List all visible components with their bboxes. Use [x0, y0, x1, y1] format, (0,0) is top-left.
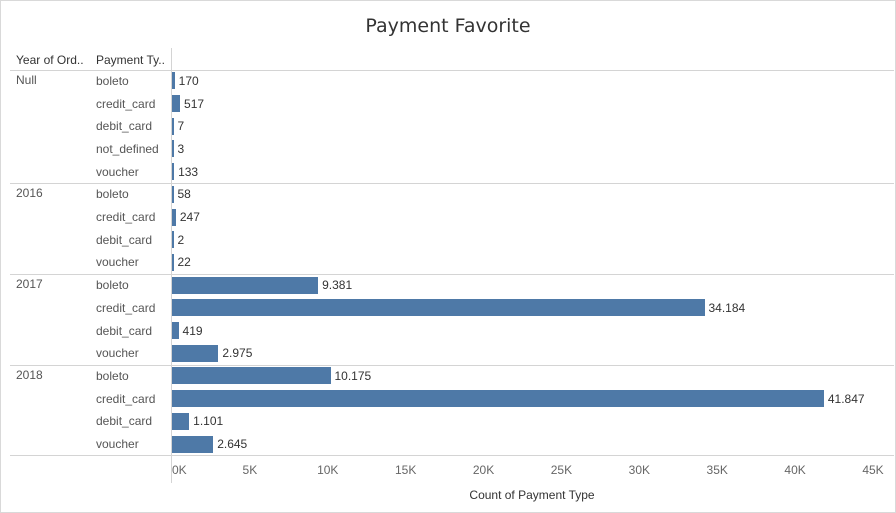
- x-tick-label: 45K: [862, 463, 884, 477]
- category-label[interactable]: credit_card: [96, 391, 156, 406]
- bar[interactable]: [172, 140, 174, 158]
- category-label[interactable]: credit_card: [96, 210, 156, 225]
- data-label: 170: [178, 73, 199, 88]
- x-tick-label: 10K: [317, 463, 339, 477]
- header-separator: [10, 69, 894, 71]
- category-label[interactable]: voucher: [96, 164, 139, 179]
- data-label: 58: [177, 187, 191, 202]
- bar[interactable]: [172, 231, 174, 249]
- x-tick-label: 35K: [706, 463, 728, 477]
- category-label[interactable]: credit_card: [96, 300, 156, 315]
- bar[interactable]: [172, 390, 824, 408]
- group-separator: [10, 183, 894, 184]
- data-label: 1.101: [193, 414, 224, 429]
- category-label[interactable]: boleto: [96, 278, 129, 293]
- value-axis-line: [171, 48, 172, 483]
- bar[interactable]: [172, 185, 174, 203]
- data-label: 9.381: [322, 278, 353, 293]
- data-label: 2.975: [222, 346, 253, 361]
- x-tick-label: 5K: [242, 463, 258, 477]
- group-separator: [10, 273, 894, 275]
- bar[interactable]: [172, 208, 176, 226]
- data-label: 2: [177, 232, 185, 247]
- bar[interactable]: [172, 412, 190, 430]
- data-label: 2.645: [217, 437, 248, 452]
- category-label[interactable]: boleto: [96, 368, 129, 383]
- row-header-payment-type[interactable]: Payment Ty..: [96, 53, 165, 67]
- data-label: 3: [177, 141, 185, 156]
- x-tick-label: 20K: [472, 463, 495, 477]
- data-label: 22: [177, 255, 191, 270]
- data-label: 133: [178, 164, 199, 179]
- bar[interactable]: [172, 72, 175, 90]
- category-label[interactable]: voucher: [96, 437, 139, 452]
- bar[interactable]: [172, 435, 214, 453]
- x-tick-label: 40K: [784, 463, 806, 477]
- bar[interactable]: [172, 367, 331, 385]
- category-label[interactable]: debit_card: [96, 232, 153, 247]
- group-label-2016[interactable]: 2016: [16, 186, 43, 200]
- x-tick-label: 0K: [172, 463, 187, 477]
- data-label: 7: [177, 119, 185, 134]
- x-tick-label: 15K: [394, 463, 417, 477]
- data-label: 419: [182, 323, 203, 338]
- row-header-year[interactable]: Year of Ord..: [16, 53, 84, 67]
- bar[interactable]: [172, 253, 174, 271]
- data-label: 41.847: [827, 391, 865, 406]
- x-tick-label: 25K: [550, 463, 573, 477]
- bar[interactable]: [172, 95, 181, 113]
- category-label[interactable]: voucher: [96, 346, 139, 361]
- group-label-2017[interactable]: 2017: [16, 276, 43, 291]
- chart-title: Payment Favorite: [365, 15, 531, 37]
- bar[interactable]: [172, 322, 179, 340]
- category-label[interactable]: debit_card: [96, 119, 153, 134]
- category-label[interactable]: boleto: [96, 187, 129, 202]
- group-separator: [10, 364, 894, 366]
- data-label: 517: [184, 96, 205, 111]
- group-label-2018[interactable]: 2018: [16, 367, 43, 382]
- category-label[interactable]: credit_card: [96, 96, 156, 111]
- category-label[interactable]: debit_card: [96, 414, 153, 429]
- category-label[interactable]: voucher: [96, 255, 139, 270]
- bar[interactable]: [172, 299, 705, 317]
- x-tick-label: 30K: [628, 463, 651, 477]
- category-label[interactable]: not_defined: [96, 141, 159, 156]
- data-label: 10.175: [334, 368, 372, 383]
- data-label: 34.184: [708, 300, 746, 315]
- bar[interactable]: [172, 117, 174, 135]
- category-label[interactable]: debit_card: [96, 323, 153, 338]
- data-label: 247: [179, 210, 200, 225]
- x-axis-title: Count of Payment Type: [469, 488, 595, 502]
- bar[interactable]: [172, 276, 319, 294]
- category-label[interactable]: boleto: [96, 73, 129, 88]
- bar[interactable]: [172, 163, 175, 181]
- bar[interactable]: [172, 344, 219, 362]
- group-label-null[interactable]: Null: [16, 72, 37, 87]
- group-separator: [10, 455, 894, 457]
